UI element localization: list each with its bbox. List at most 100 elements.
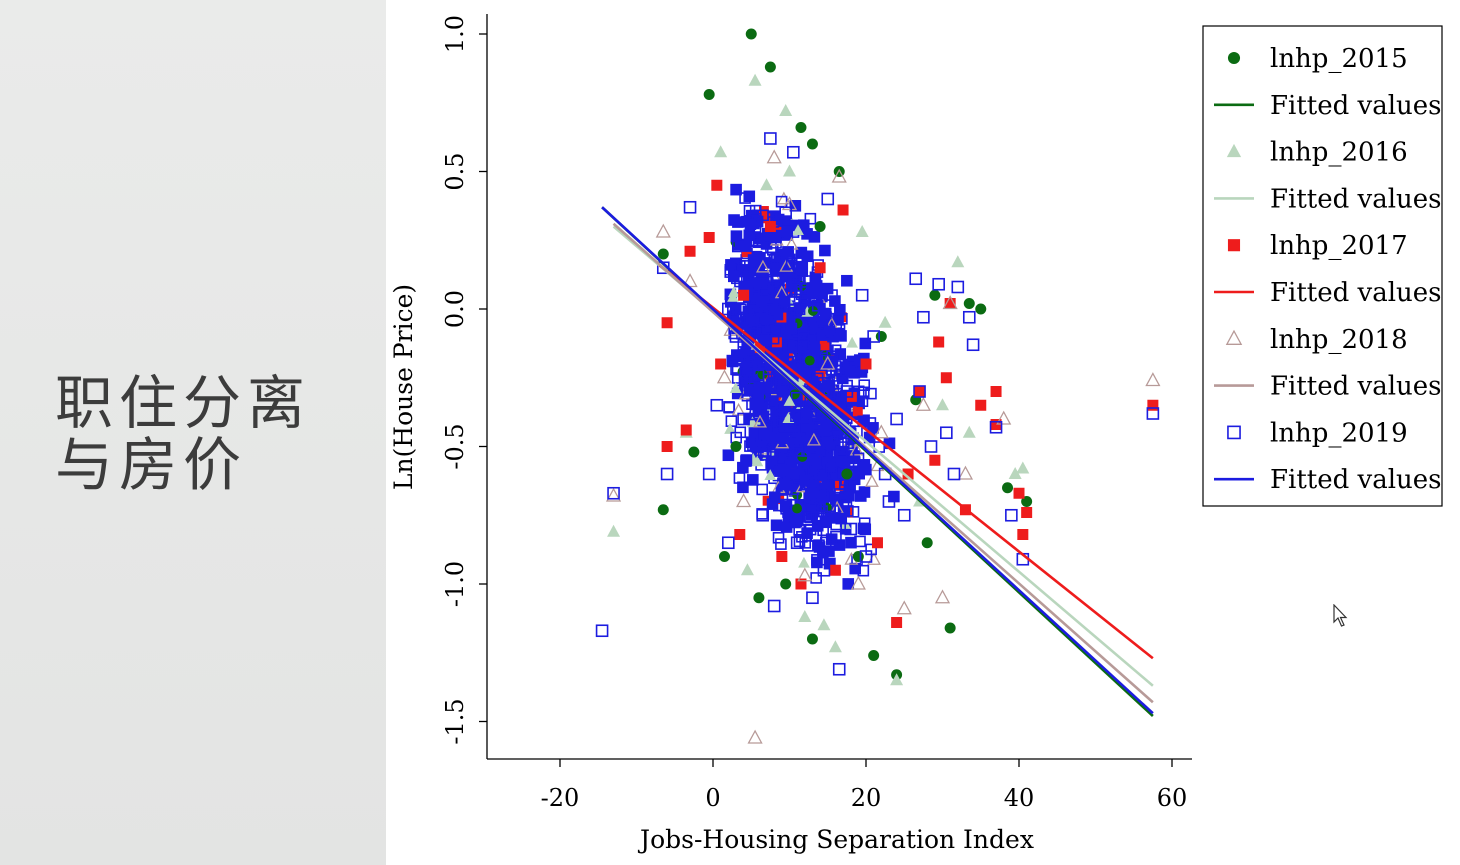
y-tick-label: -1.0: [441, 561, 469, 607]
cluster-point: [834, 348, 847, 360]
cluster-point: [819, 340, 830, 351]
slide-title-line2: 与房价: [55, 431, 248, 499]
data-point-lnhp_2018: [736, 493, 752, 508]
cluster-point: [796, 260, 809, 273]
data-point-lnhp_2018: [934, 589, 951, 604]
cluster-point: [798, 556, 810, 568]
cluster-point: [830, 530, 842, 543]
cluster-point: [825, 460, 838, 473]
cluster-point: [858, 517, 871, 530]
fitted-line-fit_2017: [658, 263, 1154, 660]
mouse-cursor-icon: [1333, 604, 1348, 627]
cluster-point: [811, 372, 824, 385]
data-point-lnhp_2016: [878, 315, 892, 328]
data-point-lnhp_2017: [975, 399, 987, 411]
cluster-point: [810, 510, 823, 523]
cluster-point: [792, 224, 804, 236]
cluster-point: [791, 283, 803, 296]
data-point-lnhp_2016: [936, 398, 949, 411]
y-tick-label: 1.0: [441, 15, 469, 53]
data-point-lnhp_2015: [688, 446, 700, 458]
cluster-point: [778, 400, 791, 413]
data-point-lnhp_2019: [595, 624, 609, 638]
data-point-lnhp_2015: [929, 289, 941, 301]
data-point-lnhp_2017: [738, 289, 750, 301]
cluster-point: [794, 432, 806, 445]
y-tick-label: 0.0: [441, 290, 469, 328]
cluster-point: [835, 445, 848, 458]
scatter-points: [595, 28, 1161, 744]
data-point-lnhp_2016: [798, 610, 812, 622]
data-point-lnhp_2018: [781, 196, 798, 211]
data-point-lnhp_2017: [891, 617, 903, 628]
data-point-lnhp_2019: [832, 662, 846, 676]
cluster-point: [760, 334, 772, 347]
cluster-point: [778, 295, 791, 308]
data-point-lnhp_2015: [868, 650, 880, 661]
data-point-lnhp_2019: [1005, 508, 1018, 522]
data-point-lnhp_2016: [1016, 461, 1030, 474]
cluster-point: [743, 313, 756, 325]
cluster-point: [786, 355, 798, 368]
data-point-lnhp_2015: [795, 122, 807, 133]
cluster-point: [807, 453, 819, 466]
legend-marker-lnhp_2018: [1225, 329, 1243, 345]
axes: [486, 14, 1192, 760]
data-point-lnhp_2016: [748, 73, 762, 86]
cluster-point: [808, 231, 821, 243]
cluster-point: [857, 460, 870, 472]
legend-marker-lnhp_2015: [1227, 51, 1241, 65]
data-point-lnhp_2017: [837, 204, 849, 216]
data-point-lnhp_2015: [753, 592, 765, 604]
legend-marker-lnhp_2019: [1227, 425, 1241, 440]
cluster-point: [800, 407, 813, 420]
cluster-point: [725, 415, 738, 427]
legend: lnhp_2015 Fitted values lnhp_2016 Fitted va…: [1202, 25, 1443, 507]
legend-label-fit_2016: Fitted values: [1270, 184, 1442, 214]
data-point-lnhp_2016: [760, 178, 774, 191]
data-point-lnhp_2018: [915, 396, 931, 411]
cluster-point: [833, 539, 846, 551]
cluster-point: [806, 432, 821, 446]
axis-ticks: -20 0 20 40 60 -1.5 -1.0 -0.5 0.0 0.5 1.0: [441, 15, 1187, 812]
cluster-point: [823, 325, 836, 338]
data-point-lnhp_2018: [831, 168, 847, 183]
data-point-lnhp_2017: [764, 221, 776, 232]
cluster-point: [852, 406, 863, 417]
data-point-lnhp_2017: [871, 537, 883, 549]
data-point-lnhp_2019: [855, 288, 869, 302]
data-point-lnhp_2017: [1021, 507, 1033, 518]
cluster-point: [864, 474, 879, 487]
cluster-point: [733, 472, 746, 484]
data-point-lnhp_2017: [734, 529, 746, 540]
data-point-lnhp_2019: [989, 420, 1003, 434]
cluster-point: [729, 382, 742, 393]
data-point-lnhp_2018: [873, 424, 889, 439]
data-point-lnhp_2019: [787, 145, 800, 159]
cluster-point: [826, 289, 838, 301]
data-point-lnhp_2019: [764, 132, 777, 145]
cluster-point: [795, 261, 808, 274]
x-tick-label: -20: [541, 784, 580, 812]
data-point-lnhp_2015: [703, 89, 715, 100]
cluster-point: [770, 252, 782, 265]
data-point-lnhp_2017: [990, 419, 1002, 430]
cluster-point: [748, 426, 761, 438]
data-point-lnhp_2016: [779, 104, 793, 116]
data-point-lnhp_2019: [756, 508, 770, 522]
data-point-lnhp_2017: [795, 578, 807, 590]
cluster-point: [846, 336, 858, 348]
cluster-point: [772, 531, 785, 544]
fitted-lines: [601, 206, 1154, 717]
data-point-lnhp_2018: [766, 149, 782, 164]
data-point-lnhp_2019: [683, 200, 697, 214]
cluster-point: [785, 341, 798, 353]
cluster-point: [790, 515, 803, 528]
data-point-lnhp_2018: [747, 729, 763, 744]
data-point-lnhp_2018: [1145, 372, 1161, 387]
cluster-point: [727, 286, 740, 298]
cluster-point: [845, 536, 857, 549]
cluster-point: [782, 506, 794, 518]
legend-marker-lnhp_2016: [1226, 143, 1242, 158]
cluster-point: [758, 428, 771, 440]
